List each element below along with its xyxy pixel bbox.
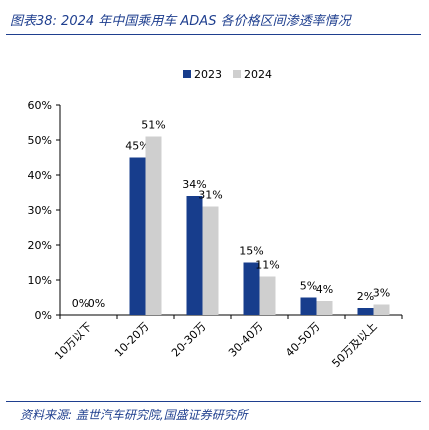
legend-label: 2024 (244, 68, 272, 81)
data-label: 0% (88, 297, 105, 310)
bar-chart: 0% 10% 20% 30% 40% 50% 60% 0% 45% 34% 15% 5% 2% 0% 51%… (28, 68, 403, 370)
data-label: 5% (300, 280, 317, 293)
bar-2023-3 (243, 262, 260, 315)
bar-2024-2 (202, 206, 219, 315)
bar-2023-2 (186, 196, 203, 315)
data-label: 51% (141, 119, 165, 132)
bar-2024-3 (259, 276, 276, 315)
y-tick-label: 30% (28, 204, 52, 217)
x-category-label: 20-30万 (169, 320, 209, 360)
bar-2023-4 (300, 297, 317, 315)
legend-swatch-2023 (183, 70, 191, 78)
y-tick-label: 40% (28, 169, 52, 182)
x-category-label: 50万及以上 (329, 320, 379, 370)
data-label: 45% (125, 140, 149, 153)
y-tick-label: 20% (28, 239, 52, 252)
figure-source: 资料来源: 盖世汽车研究院,国盛证券研究所 (20, 408, 248, 422)
data-label: 11% (255, 259, 279, 272)
legend-swatch-2024 (233, 70, 241, 78)
data-label: 3% (373, 287, 390, 300)
data-label: 0% (72, 297, 89, 310)
x-category-label: 10万以下 (52, 320, 94, 362)
bar-2024-1 (145, 136, 162, 315)
y-tick-label: 50% (28, 134, 52, 147)
title-divider (6, 34, 421, 35)
bar-2023-5 (357, 308, 374, 315)
bar-2023-1 (129, 157, 146, 315)
x-category-label: 40-50万 (283, 320, 323, 360)
data-label: 4% (316, 283, 333, 296)
data-label: 15% (239, 245, 263, 258)
source-divider (6, 401, 421, 402)
bar-2024-5 (373, 304, 390, 315)
x-category-label: 10-20万 (112, 320, 152, 360)
y-tick-label: 60% (28, 99, 52, 112)
data-label: 31% (198, 189, 222, 202)
data-label: 2% (357, 290, 374, 303)
y-tick-label: 0% (35, 309, 52, 322)
x-category-label: 30-40万 (226, 320, 266, 360)
figure-title: 图表38: 2024 年中国乘用车 ADAS 各价格区间渗透率情况 (10, 14, 351, 29)
y-tick-label: 10% (28, 274, 52, 287)
data-label: 34% (182, 178, 206, 191)
legend-label: 2023 (194, 68, 222, 81)
bar-2024-4 (316, 301, 333, 315)
